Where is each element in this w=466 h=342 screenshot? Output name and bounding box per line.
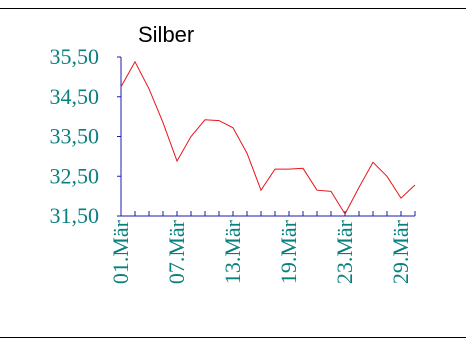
data-point xyxy=(386,175,389,178)
series-group xyxy=(120,60,417,215)
data-point xyxy=(204,118,207,121)
data-point xyxy=(274,168,277,171)
x-tick-label: 23.Mär xyxy=(332,219,357,284)
data-point xyxy=(148,87,151,90)
x-tick-label: 29.Mär xyxy=(388,219,413,284)
data-point xyxy=(330,190,333,193)
data-point xyxy=(414,183,417,186)
y-tick-label: 33,50 xyxy=(50,124,100,149)
x-tick-label: 19.Mär xyxy=(276,219,301,284)
x-tick-label: 07.Mär xyxy=(164,219,189,284)
data-point xyxy=(134,60,137,63)
y-tick-label: 34,50 xyxy=(50,84,100,109)
data-point xyxy=(246,152,249,155)
data-point xyxy=(288,168,291,171)
series-line xyxy=(121,62,415,214)
data-point xyxy=(260,189,263,192)
y-tick-label: 32,50 xyxy=(50,163,100,188)
data-point xyxy=(344,213,347,216)
data-point xyxy=(218,119,221,122)
data-point xyxy=(302,167,305,170)
data-point xyxy=(120,85,123,88)
x-tick-label: 13.Mär xyxy=(220,219,245,284)
data-point xyxy=(400,197,403,200)
data-point xyxy=(372,161,375,164)
data-point xyxy=(358,186,361,189)
y-tick-labels: 35,50 34,50 33,50 32,50 31,50 xyxy=(50,44,100,228)
data-point xyxy=(232,126,235,129)
axes xyxy=(117,57,415,216)
data-point xyxy=(162,121,165,124)
chart-title: Silber xyxy=(138,22,194,47)
data-point xyxy=(176,160,179,163)
x-tick-labels: 01.Mär 07.Mär 13.Mär 19.Mär 23.Mär 29.Mär xyxy=(108,219,413,284)
y-tick-label: 35,50 xyxy=(50,44,100,69)
data-point xyxy=(316,189,319,192)
y-tick-label: 31,50 xyxy=(50,203,100,228)
data-point xyxy=(190,135,193,138)
x-tick-label: 01.Mär xyxy=(108,219,133,284)
